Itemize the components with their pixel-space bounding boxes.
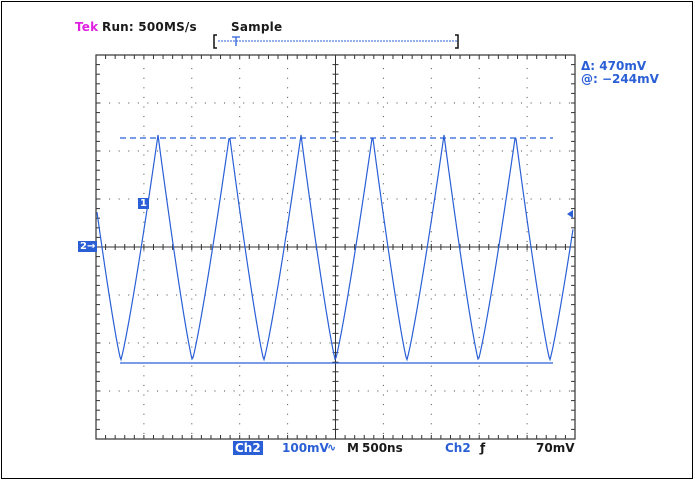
acquisition-mode: Sample: [231, 20, 283, 34]
main-timebase-label: M: [347, 441, 359, 455]
trigger-channel: Ch2: [445, 441, 471, 455]
cursor-position-readout: @: −244mV: [581, 72, 659, 86]
ch2-waveform-trace: [96, 134, 574, 362]
rising-edge-icon: ƒ: [480, 441, 486, 455]
trigger-level-value: 70mV: [536, 441, 575, 455]
timebase-value: 500ns: [362, 441, 403, 455]
run-status: Run: 500MS/s: [102, 20, 197, 34]
record-position-bar: [213, 34, 459, 49]
graticule-grid: [95, 54, 576, 439]
ch2-ground-marker[interactable]: 2→: [78, 241, 98, 252]
trigger-position-icon: [232, 36, 240, 46]
trigger-level-icon[interactable]: [567, 210, 573, 218]
brand-label: Tek: [75, 20, 99, 34]
channel-label[interactable]: Ch2: [233, 441, 263, 455]
bandwidth-limit-icon: ∿: [327, 441, 337, 454]
cursor-delta-readout: Δ: 470mV: [581, 59, 647, 73]
volts-per-div: 100mV: [282, 441, 329, 455]
ch1-marker[interactable]: 1: [138, 198, 149, 209]
